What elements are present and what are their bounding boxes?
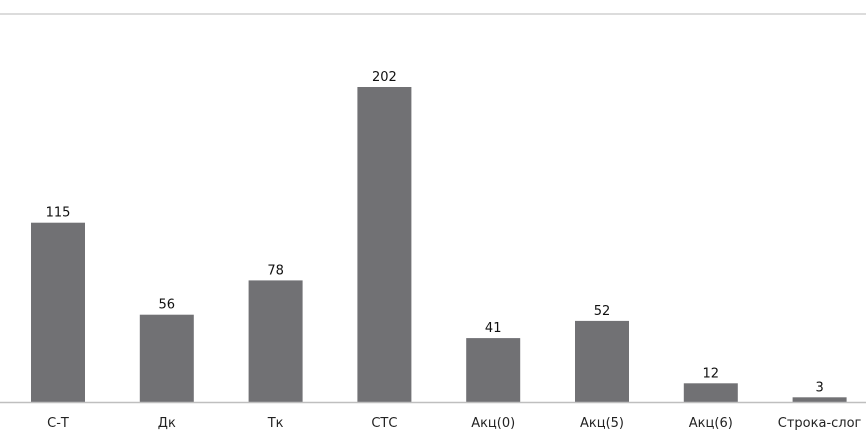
category-label-7: Акц(6) [689, 416, 733, 431]
bar-8 [792, 397, 847, 402]
category-labels-group: С-Т Дк Тк СТС Акц(0) Акц(5) Акц(6) Строка-слог [47, 416, 861, 431]
bar-7 [683, 383, 738, 402]
data-label-2: 56 [159, 298, 176, 313]
category-label-1: С-Т [47, 416, 69, 431]
category-label-6: Акц(5) [580, 416, 624, 431]
category-label-3: Тк [267, 416, 284, 431]
value-labels-group: 115 56 78 202 41 52 12 3 [46, 70, 824, 395]
category-label-8: Строка-слог [778, 416, 862, 431]
bar-1 [31, 222, 85, 402]
data-label-8: 3 [815, 380, 823, 395]
data-label-5: 41 [485, 321, 502, 336]
data-label-1: 115 [46, 206, 71, 221]
category-label-5: Акц(0) [471, 416, 515, 431]
category-label-4: СТС [371, 416, 397, 431]
data-label-6: 52 [594, 304, 611, 319]
bar-2 [139, 314, 194, 402]
data-label-7: 12 [703, 366, 720, 381]
data-label-3: 78 [267, 263, 284, 278]
bar-3 [248, 280, 303, 402]
bar-5 [466, 338, 521, 402]
bars-group [31, 87, 847, 402]
bar-6 [575, 320, 629, 402]
category-label-2: Дк [158, 416, 176, 431]
bar-4 [357, 87, 412, 402]
data-label-4: 202 [372, 70, 397, 85]
